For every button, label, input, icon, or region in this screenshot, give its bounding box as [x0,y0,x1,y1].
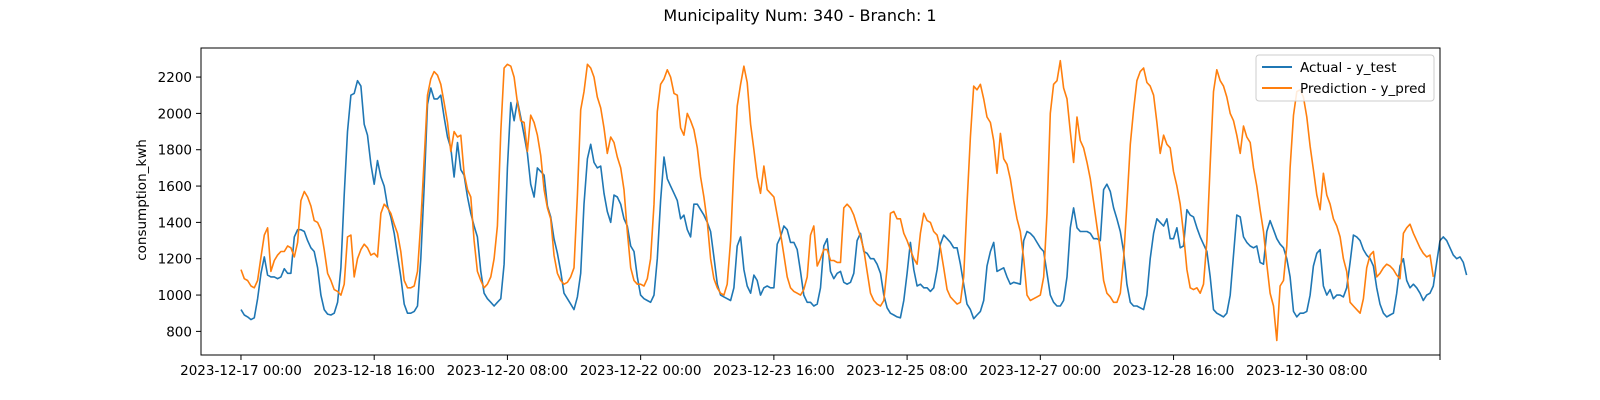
x-tick-label: 2023-12-28 16:00 [1113,363,1235,379]
legend-box [1255,54,1435,102]
series-line-actual [240,79,1468,321]
x-tick-label: 2023-12-27 00:00 [979,363,1101,379]
x-tick-label: 2023-12-20 08:00 [447,363,569,379]
y-tick-label: 2000 [158,106,192,122]
x-tick-label: 2023-12-30 08:00 [1246,363,1368,379]
y-axis-ticks: 800 1000 1200 1400 1600 1800 2000 2200 [158,70,201,340]
x-tick-label: 2023-12-23 16:00 [713,363,835,379]
chart-title: Municipality Num: 340 - Branch: 1 [663,6,936,25]
x-tick-label: 2023-12-18 16:00 [313,363,435,379]
y-tick-label: 800 [166,324,192,340]
x-axis-ticks: 2023-12-17 00:00 2023-12-18 16:00 2023-12-… [180,355,1441,379]
series-lines [240,59,1468,342]
y-tick-label: 1600 [158,179,192,195]
y-axis-label: consumption_kwh [134,139,150,261]
y-tick-label: 1800 [158,143,192,159]
legend: Actual - y_test Prediction - y_pred [1255,54,1435,102]
y-tick-label: 2200 [158,70,192,86]
y-tick-label: 1200 [158,252,192,268]
x-tick-label: 2023-12-17 00:00 [180,363,302,379]
x-tick-label: 2023-12-25 08:00 [846,363,968,379]
y-tick-label: 1400 [158,215,192,231]
y-tick-label: 1000 [158,288,192,304]
series-line-prediction [240,59,1435,342]
legend-label-actual: Actual - y_test [1300,60,1396,76]
legend-label-prediction: Prediction - y_pred [1300,81,1426,97]
plot-frame [200,47,1441,356]
x-tick-label: 2023-12-22 00:00 [580,363,702,379]
